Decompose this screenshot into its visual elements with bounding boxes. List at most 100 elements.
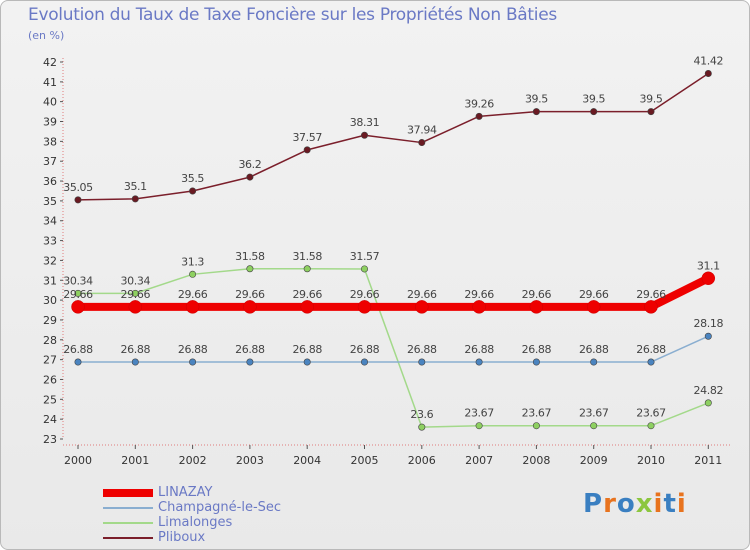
data-point-pliboux xyxy=(418,139,426,147)
data-point-champagne-le-sec xyxy=(246,358,254,366)
data-label-limalonges: 23.67 xyxy=(522,407,552,420)
data-label-pliboux: 37.57 xyxy=(292,131,322,144)
data-point-pliboux xyxy=(532,108,540,116)
data-label-limalonges: 23.67 xyxy=(636,407,666,420)
y-tick-label: 35 xyxy=(43,195,57,208)
data-point-limalonges xyxy=(704,399,712,407)
data-point-champagne-le-sec xyxy=(74,358,82,366)
chart-legend: LINAZAY Champagné-le-Sec Limalonges Pliboux xyxy=(103,485,281,545)
data-point-limalonges xyxy=(590,422,598,430)
series-line-limalonges xyxy=(77,268,710,428)
logo-letter: P xyxy=(583,489,604,519)
data-label-champagne-le-sec: 26.88 xyxy=(579,343,609,356)
data-label-champagne-le-sec: 28.18 xyxy=(694,317,724,330)
data-label-linazay: 29.66 xyxy=(579,288,609,301)
data-label-linazay: 29.66 xyxy=(522,288,552,301)
data-label-champagne-le-sec: 26.88 xyxy=(636,343,666,356)
data-label-linazay: 29.66 xyxy=(636,288,666,301)
data-point-champagne-le-sec xyxy=(590,358,598,366)
data-point-linazay xyxy=(472,300,486,314)
data-label-pliboux: 35.1 xyxy=(124,180,147,193)
series-line-champagne-le-sec xyxy=(77,335,710,363)
data-label-limalonges: 30.34 xyxy=(121,274,151,287)
legend-label: Limalonges xyxy=(158,515,233,530)
proxiti-logo: Proxiti xyxy=(583,489,687,519)
data-label-limalonges: 23.67 xyxy=(464,407,494,420)
data-label-champagne-le-sec: 26.88 xyxy=(350,343,380,356)
data-point-champagne-le-sec xyxy=(360,358,368,366)
data-point-linazay xyxy=(128,300,143,314)
x-tick-label: 2003 xyxy=(236,454,264,467)
data-point-limalonges xyxy=(303,265,311,273)
y-tick-label: 25 xyxy=(43,393,57,406)
x-tick-label: 2010 xyxy=(637,454,665,467)
y-tick-label: 29 xyxy=(43,314,57,327)
data-point-pliboux xyxy=(246,173,254,181)
data-label-linazay: 29.66 xyxy=(350,288,380,301)
logo-letter: i xyxy=(676,489,687,519)
data-label-linazay: 29.66 xyxy=(178,288,208,301)
data-point-limalonges xyxy=(532,422,540,430)
data-label-linazay: 29.66 xyxy=(121,288,151,301)
legend-label: LINAZAY xyxy=(158,485,213,500)
legend-swatch xyxy=(103,488,153,497)
data-point-pliboux xyxy=(303,146,311,154)
data-label-champagne-le-sec: 26.88 xyxy=(63,343,93,356)
data-point-linazay xyxy=(243,300,257,314)
data-label-limalonges: 30.34 xyxy=(63,274,93,287)
y-tick-label: 28 xyxy=(43,334,57,347)
data-point-pliboux xyxy=(590,108,598,116)
series-line-linazay xyxy=(74,274,713,311)
series-line-pliboux xyxy=(77,72,710,201)
x-tick-label: 2011 xyxy=(694,454,722,467)
y-tick-label: 34 xyxy=(43,215,57,228)
data-label-limalonges: 31.3 xyxy=(181,255,204,268)
data-point-champagne-le-sec xyxy=(131,358,139,366)
data-label-pliboux: 39.26 xyxy=(464,97,494,110)
data-point-champagne-le-sec xyxy=(704,332,712,340)
data-point-limalonges xyxy=(418,423,426,431)
x-tick-label: 2008 xyxy=(522,454,550,467)
data-point-linazay xyxy=(701,271,716,286)
data-label-pliboux: 36.2 xyxy=(238,158,261,171)
data-point-pliboux xyxy=(647,108,655,116)
data-label-linazay: 29.66 xyxy=(464,288,494,301)
x-tick-label: 2001 xyxy=(121,454,149,467)
data-label-limalonges: 31.57 xyxy=(350,250,380,263)
data-point-linazay xyxy=(185,300,200,314)
x-tick-label: 2005 xyxy=(351,454,379,467)
data-label-pliboux: 35.05 xyxy=(63,181,93,194)
legend-item: Limalonges xyxy=(103,515,281,530)
chart-title: Evolution du Taux de Taxe Foncière sur l… xyxy=(28,5,557,25)
legend-item: Pliboux xyxy=(103,530,281,545)
data-point-champagne-le-sec xyxy=(303,358,311,366)
data-point-limalonges xyxy=(647,422,655,430)
x-tick-label: 2000 xyxy=(64,454,92,467)
data-label-pliboux: 38.31 xyxy=(350,116,380,129)
y-tick-label: 27 xyxy=(43,354,57,367)
data-label-linazay: 29.66 xyxy=(407,288,437,301)
data-label-linazay: 29.66 xyxy=(63,288,93,301)
data-label-champagne-le-sec: 26.88 xyxy=(464,343,494,356)
data-point-pliboux xyxy=(131,195,139,203)
legend-swatch xyxy=(103,506,153,509)
y-tick-label: 39 xyxy=(43,116,57,129)
legend-swatch xyxy=(103,536,153,539)
y-tick-label: 23 xyxy=(43,433,57,446)
data-label-pliboux: 37.94 xyxy=(407,124,437,137)
x-tick-label: 2009 xyxy=(580,454,608,467)
y-tick-label: 33 xyxy=(43,235,57,248)
data-point-limalonges xyxy=(475,422,483,430)
logo-letter: r xyxy=(603,489,617,519)
y-tick-label: 37 xyxy=(43,155,57,168)
data-label-champagne-le-sec: 26.88 xyxy=(235,343,265,356)
data-point-linazay xyxy=(357,300,372,314)
data-label-champagne-le-sec: 26.88 xyxy=(292,343,322,356)
data-label-limalonges: 31.58 xyxy=(292,250,322,263)
data-label-limalonges: 31.58 xyxy=(235,250,265,263)
legend-label: Champagné-le-Sec xyxy=(158,500,282,515)
y-axis-unit: (en %) xyxy=(28,29,65,42)
data-point-limalonges xyxy=(189,270,197,278)
legend-item: Champagné-le-Sec xyxy=(103,500,281,515)
